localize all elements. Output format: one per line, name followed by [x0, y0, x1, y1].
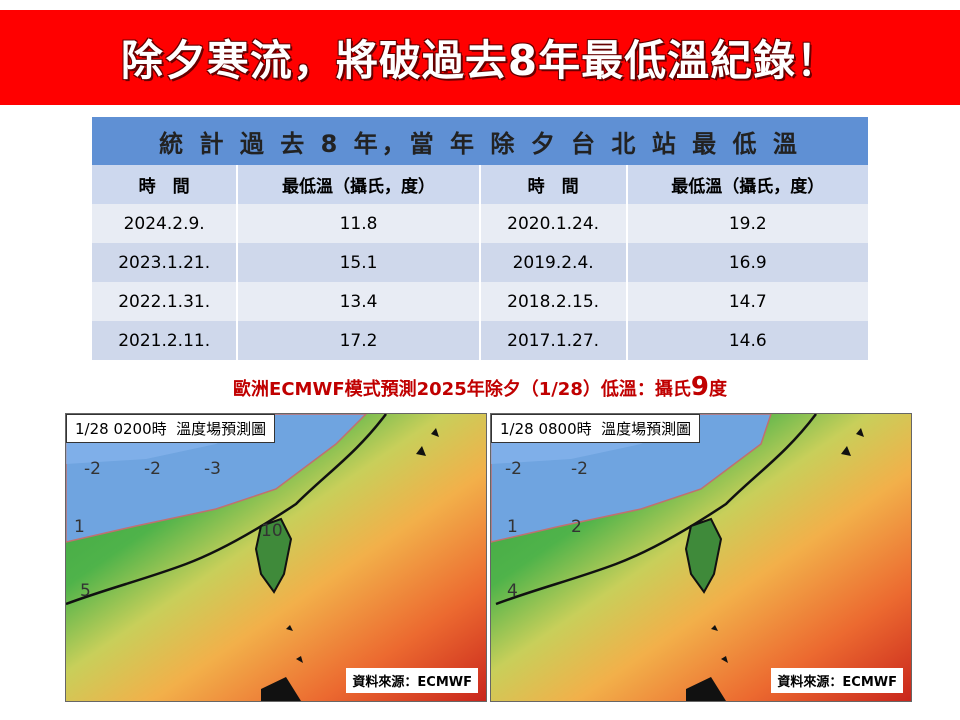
table-row: 2022.1.31. 13.4 2018.2.15. 14.7: [92, 282, 871, 321]
table-cell: 2020.1.24.: [479, 204, 628, 243]
table-cell: 11.8: [237, 204, 481, 243]
header-cell: 時 間: [479, 165, 628, 204]
record-table: 統 計 過 去 8 年，當 年 除 夕 台 北 站 最 低 溫 時 間最低溫（攝…: [92, 117, 871, 360]
table-cell: 2023.1.21.: [92, 243, 239, 282]
contour-label: -2: [84, 459, 101, 479]
table-cell: 17.2: [237, 321, 481, 360]
map-panel: -2 -2 1 2 4 1/28 0800時 溫度場預測圖資料來源：ECMWF: [490, 413, 912, 702]
table-cell: 15.1: [237, 243, 481, 282]
forecast-value: 9: [690, 372, 709, 402]
contour-label: 5: [80, 581, 91, 601]
table-cell: 2021.2.11.: [92, 321, 239, 360]
table-row: 2024.2.9. 11.8 2020.1.24. 19.2: [92, 204, 871, 243]
contour-label: -2: [505, 459, 522, 479]
forecast-text: 歐洲ECMWF模式預測2025年除夕（1/28）低溫：攝氏: [233, 379, 691, 400]
contour-label: -2: [571, 459, 588, 479]
map-image: -2 -2 -3 1 5 10: [66, 414, 486, 701]
forecast-line: 歐洲ECMWF模式預測2025年除夕（1/28）低溫：攝氏9度: [0, 372, 960, 402]
contour-label: 10: [261, 521, 283, 541]
contour-label: 1: [74, 517, 85, 537]
table-cell: 2024.2.9.: [92, 204, 239, 243]
table-cell: 2019.2.4.: [479, 243, 628, 282]
header-row: 時 間最低溫（攝氏，度）時 間最低溫（攝氏，度）: [92, 165, 871, 204]
map-label: 1/28 0800時 溫度場預測圖: [491, 414, 701, 443]
table-title: 統 計 過 去 8 年，當 年 除 夕 台 北 站 最 低 溫: [92, 117, 870, 165]
map-panel: -2 -2 -3 1 5 10 1/28 0200時 溫度場預測圖資料來源：ECMWF: [65, 413, 487, 702]
map-label: 1/28 0200時 溫度場預測圖: [66, 414, 276, 443]
contour-label: -2: [144, 459, 161, 479]
table-cell: 19.2: [626, 204, 871, 243]
header-cell: 最低溫（攝氏，度）: [237, 165, 481, 204]
table-row: 2021.2.11. 17.2 2017.1.27. 14.6: [92, 321, 871, 360]
contour-label: 1: [507, 517, 518, 537]
table-cell: 2022.1.31.: [92, 282, 239, 321]
table-row: 2023.1.21. 15.1 2019.2.4. 16.9: [92, 243, 871, 282]
forecast-unit: 度: [708, 379, 727, 400]
map-image: -2 -2 1 2 4: [491, 414, 911, 701]
banner-title: 除夕寒流，將破過去8年最低溫紀錄！: [120, 36, 840, 85]
banner: 除夕寒流，將破過去8年最低溫紀錄！: [0, 10, 960, 105]
map-source: 資料來源：ECMWF: [346, 668, 478, 693]
header-cell: 最低溫（攝氏，度）: [626, 165, 871, 204]
table-cell: 16.9: [626, 243, 871, 282]
map-source: 資料來源：ECMWF: [771, 668, 903, 693]
table-cell: 2017.1.27.: [479, 321, 628, 360]
table-cell: 14.6: [626, 321, 871, 360]
table-cell: 14.7: [626, 282, 871, 321]
table-cell: 13.4: [237, 282, 481, 321]
header-cell: 時 間: [92, 165, 239, 204]
contour-label: 2: [571, 517, 582, 537]
contour-label: 4: [507, 581, 518, 601]
table-cell: 2018.2.15.: [479, 282, 628, 321]
contour-label: -3: [204, 459, 221, 479]
